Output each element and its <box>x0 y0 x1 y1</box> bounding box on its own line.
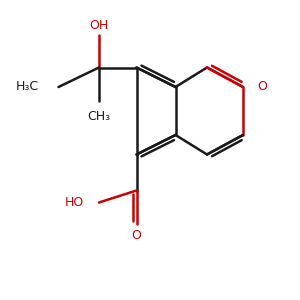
Text: CH₃: CH₃ <box>87 110 111 124</box>
Text: OH: OH <box>89 19 109 32</box>
Text: O: O <box>257 80 267 94</box>
Text: HO: HO <box>65 196 84 209</box>
Text: O: O <box>132 229 141 242</box>
Text: H₃C: H₃C <box>16 80 39 94</box>
